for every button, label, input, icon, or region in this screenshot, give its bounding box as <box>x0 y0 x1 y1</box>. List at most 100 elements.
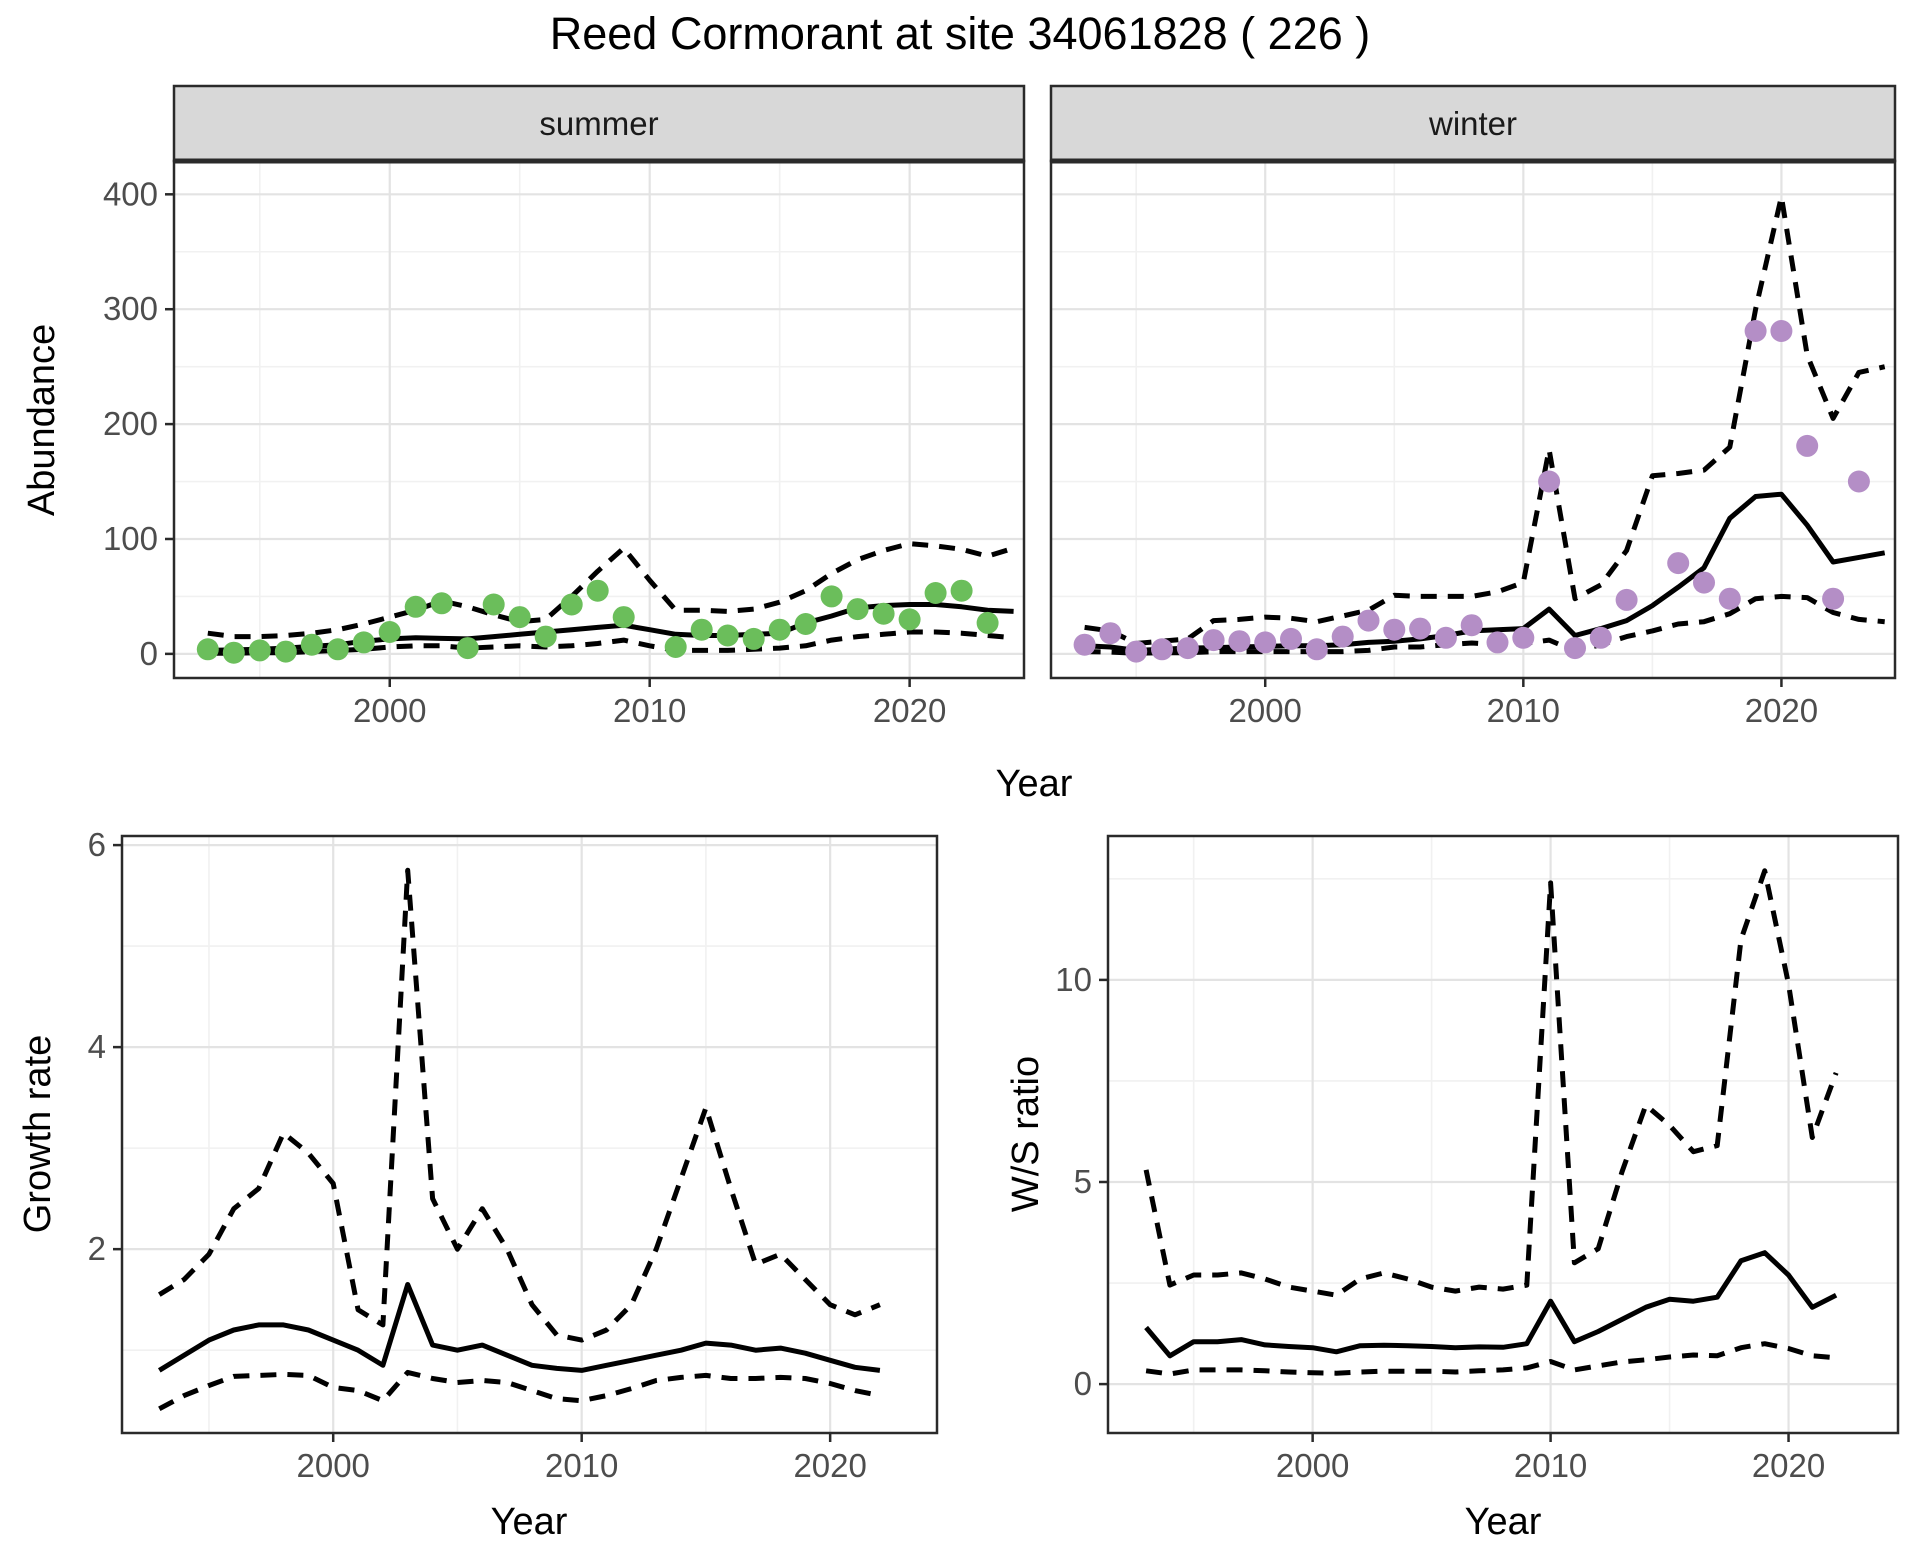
data-point <box>1254 631 1277 654</box>
data-point <box>1409 617 1432 640</box>
x-tick-label: 2000 <box>1276 1447 1349 1484</box>
data-point <box>1151 638 1173 661</box>
data-point <box>1847 470 1870 493</box>
y-tick-label: 2 <box>88 1230 106 1267</box>
y-tick-label: 100 <box>103 520 158 557</box>
data-point <box>196 638 219 661</box>
x-tick-label: 2020 <box>873 692 946 729</box>
x-axis-title-year-bottom-right: Year <box>1464 1501 1542 1543</box>
data-point <box>664 636 687 658</box>
facet-strip <box>1049 84 1897 163</box>
facet-strip-summer: summer <box>539 105 659 142</box>
data-point <box>1073 633 1096 656</box>
growth-rate-lower-ci-line <box>158 1369 881 1412</box>
abundance-winter-lower-ci-line <box>1084 593 1885 656</box>
data-point <box>1564 637 1586 660</box>
panel-border <box>1106 834 1900 1435</box>
panel-ws-ratio: 2000 2010 2020 0 5 10 <box>1055 834 1900 1484</box>
data-point <box>1383 618 1406 641</box>
panel-border <box>120 834 939 1435</box>
abundance-winter-points <box>1073 320 1870 663</box>
data-point <box>1125 640 1148 663</box>
data-point <box>950 579 973 602</box>
data-point <box>976 611 999 634</box>
data-point <box>1228 630 1251 653</box>
data-point <box>1434 626 1457 649</box>
y-axis-title-growth-rate: Growth rate <box>17 1034 59 1234</box>
data-point <box>1202 629 1225 652</box>
data-point <box>1693 571 1715 594</box>
data-point <box>430 592 453 615</box>
growth-rate-upper-ci-line <box>157 867 881 1343</box>
data-point <box>222 641 245 664</box>
data-point <box>716 624 739 647</box>
chart-title: Reed Cormorant at site 34061828 ( 226 ) <box>549 8 1371 59</box>
data-point <box>534 625 557 648</box>
data-point <box>1460 614 1483 637</box>
data-point <box>768 618 791 641</box>
x-tick-label: 2000 <box>1229 692 1302 729</box>
data-point <box>1305 638 1328 661</box>
panel-abundance-summer: 2000 2010 2020 0 100 200 300 400 <box>103 84 1026 729</box>
abundance-summer-points <box>196 579 999 664</box>
data-point <box>378 621 401 643</box>
x-tick-label: 2010 <box>545 1447 618 1484</box>
data-point <box>1486 631 1509 654</box>
data-point <box>846 598 869 621</box>
data-point <box>456 637 479 660</box>
y-tick-label: 200 <box>103 405 158 442</box>
data-point <box>1667 552 1690 575</box>
x-tick-label: 2000 <box>296 1447 369 1484</box>
data-point <box>1615 588 1638 611</box>
abundance-summer-upper-ci-line <box>207 541 1015 640</box>
y-tick-label: 10 <box>1055 961 1092 998</box>
data-point <box>1099 622 1122 645</box>
data-point <box>352 631 375 654</box>
abundance-winter-upper-ci-line <box>1084 194 1886 646</box>
y-tick-label: 400 <box>103 175 158 212</box>
data-point <box>300 633 323 656</box>
data-point <box>248 639 271 662</box>
x-tick-label: 2020 <box>1745 692 1818 729</box>
data-point <box>1538 470 1561 493</box>
data-point <box>274 640 297 663</box>
data-point <box>326 638 349 661</box>
y-axis-title-abundance: Abundance <box>21 323 63 517</box>
data-point <box>1176 637 1199 660</box>
growth-rate-fit-line <box>157 1282 881 1373</box>
data-point <box>898 608 921 631</box>
x-axis-title-year-top: Year <box>995 763 1073 805</box>
data-point <box>482 593 505 616</box>
data-point <box>1718 587 1741 610</box>
data-point <box>924 582 947 604</box>
data-point <box>820 585 843 608</box>
data-point <box>1770 320 1793 342</box>
panel-growth-rate: 2000 2010 2020 2 4 6 <box>88 826 939 1484</box>
ws-ratio-fit-line <box>1144 1250 1838 1359</box>
data-point <box>508 606 531 629</box>
data-point <box>1357 609 1380 632</box>
data-point <box>560 593 583 616</box>
x-axis-title-year-bottom-left: Year <box>490 1501 568 1543</box>
x-tick-label: 2010 <box>613 692 686 729</box>
data-point <box>690 618 713 641</box>
y-tick-label: 6 <box>88 826 106 863</box>
x-tick-label: 2010 <box>1514 1447 1587 1484</box>
data-point <box>1512 626 1535 649</box>
y-tick-label: 300 <box>103 290 158 327</box>
data-point <box>586 579 609 602</box>
x-tick-label: 2010 <box>1487 692 1560 729</box>
y-axis-title-ws-ratio: W/S ratio <box>1005 1055 1047 1213</box>
y-tick-label: 0 <box>1074 1365 1092 1402</box>
data-point <box>404 595 427 618</box>
abundance-winter-fit-line <box>1084 491 1886 653</box>
data-point <box>612 606 635 629</box>
data-point <box>1822 587 1845 610</box>
data-point <box>872 602 895 625</box>
data-point <box>1331 625 1354 648</box>
y-tick-label: 4 <box>88 1028 106 1065</box>
x-tick-label: 2020 <box>1752 1447 1825 1484</box>
ws-ratio-upper-ci-line <box>1143 868 1839 1298</box>
facet-strip-winter: winter <box>1428 105 1518 142</box>
panel-abundance-winter: 2000 2010 2020 <box>1049 84 1897 729</box>
